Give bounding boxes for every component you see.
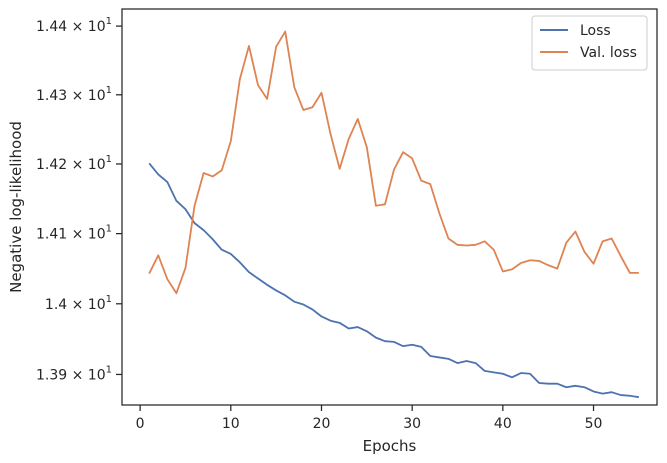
series-line-val-loss — [148, 30, 639, 295]
y-tick-label: 1.39 × 101 — [36, 364, 112, 383]
y-tick-label: 1.41 × 101 — [36, 224, 112, 243]
x-tick-label: 50 — [585, 416, 603, 432]
x-tick-label: 0 — [136, 416, 145, 432]
x-tick-label: 40 — [494, 416, 512, 432]
plot-frame — [121, 8, 658, 406]
x-axis-label: Epochs — [363, 437, 417, 455]
y-tick-label: 1.42 × 101 — [36, 154, 112, 173]
y-tick-label: 1.4 × 101 — [45, 294, 112, 313]
series-layer — [148, 30, 639, 399]
x-tick-label: 30 — [403, 416, 421, 432]
y-axis-ticks: 1.39 × 101 1.4 × 101 1.41 × 101 1.42 × 101 1… — [36, 16, 122, 383]
y-axis-label: Negative log-likelihood — [7, 121, 25, 293]
x-tick-label: 20 — [313, 416, 331, 432]
y-tick-label: 1.44 × 101 — [36, 16, 112, 35]
series-line-loss — [148, 162, 639, 399]
x-tick-label: 10 — [222, 416, 240, 432]
legend-label-val-loss: Val. loss — [580, 45, 637, 61]
legend-label-loss: Loss — [580, 23, 611, 39]
x-axis-ticks: 0 10 20 30 40 50 — [136, 405, 603, 432]
legend: Loss Val. loss — [531, 15, 648, 71]
y-tick-label: 1.43 × 101 — [36, 85, 112, 104]
